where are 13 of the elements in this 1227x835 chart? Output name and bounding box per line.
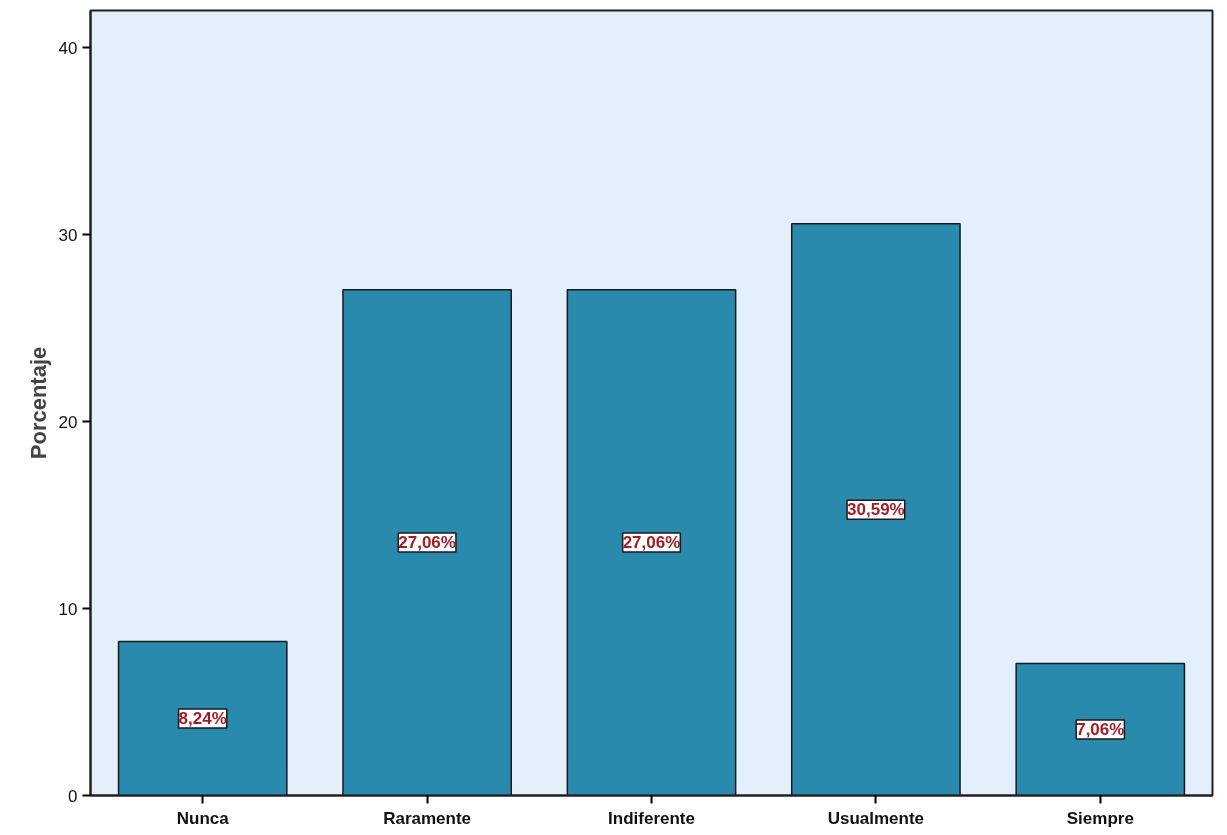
data-label: 7,06% bbox=[1076, 720, 1125, 740]
y-tick-label: 10 bbox=[58, 599, 78, 619]
y-tick-label: 40 bbox=[58, 38, 78, 58]
x-tick-label: Nunca bbox=[176, 808, 230, 828]
y-axis-title: Porcentaje bbox=[25, 346, 51, 460]
x-tick-label: Siempre bbox=[1066, 808, 1134, 828]
y-tick-label: 0 bbox=[68, 786, 78, 806]
y-tick-label: 30 bbox=[58, 225, 78, 245]
x-tick-label: Usualmente bbox=[827, 808, 925, 828]
y-tick-label: 20 bbox=[58, 412, 78, 432]
x-tick-label: Raramente bbox=[383, 808, 472, 828]
data-label: 27,06% bbox=[622, 533, 681, 553]
x-tick-label: Indiferente bbox=[608, 808, 695, 828]
